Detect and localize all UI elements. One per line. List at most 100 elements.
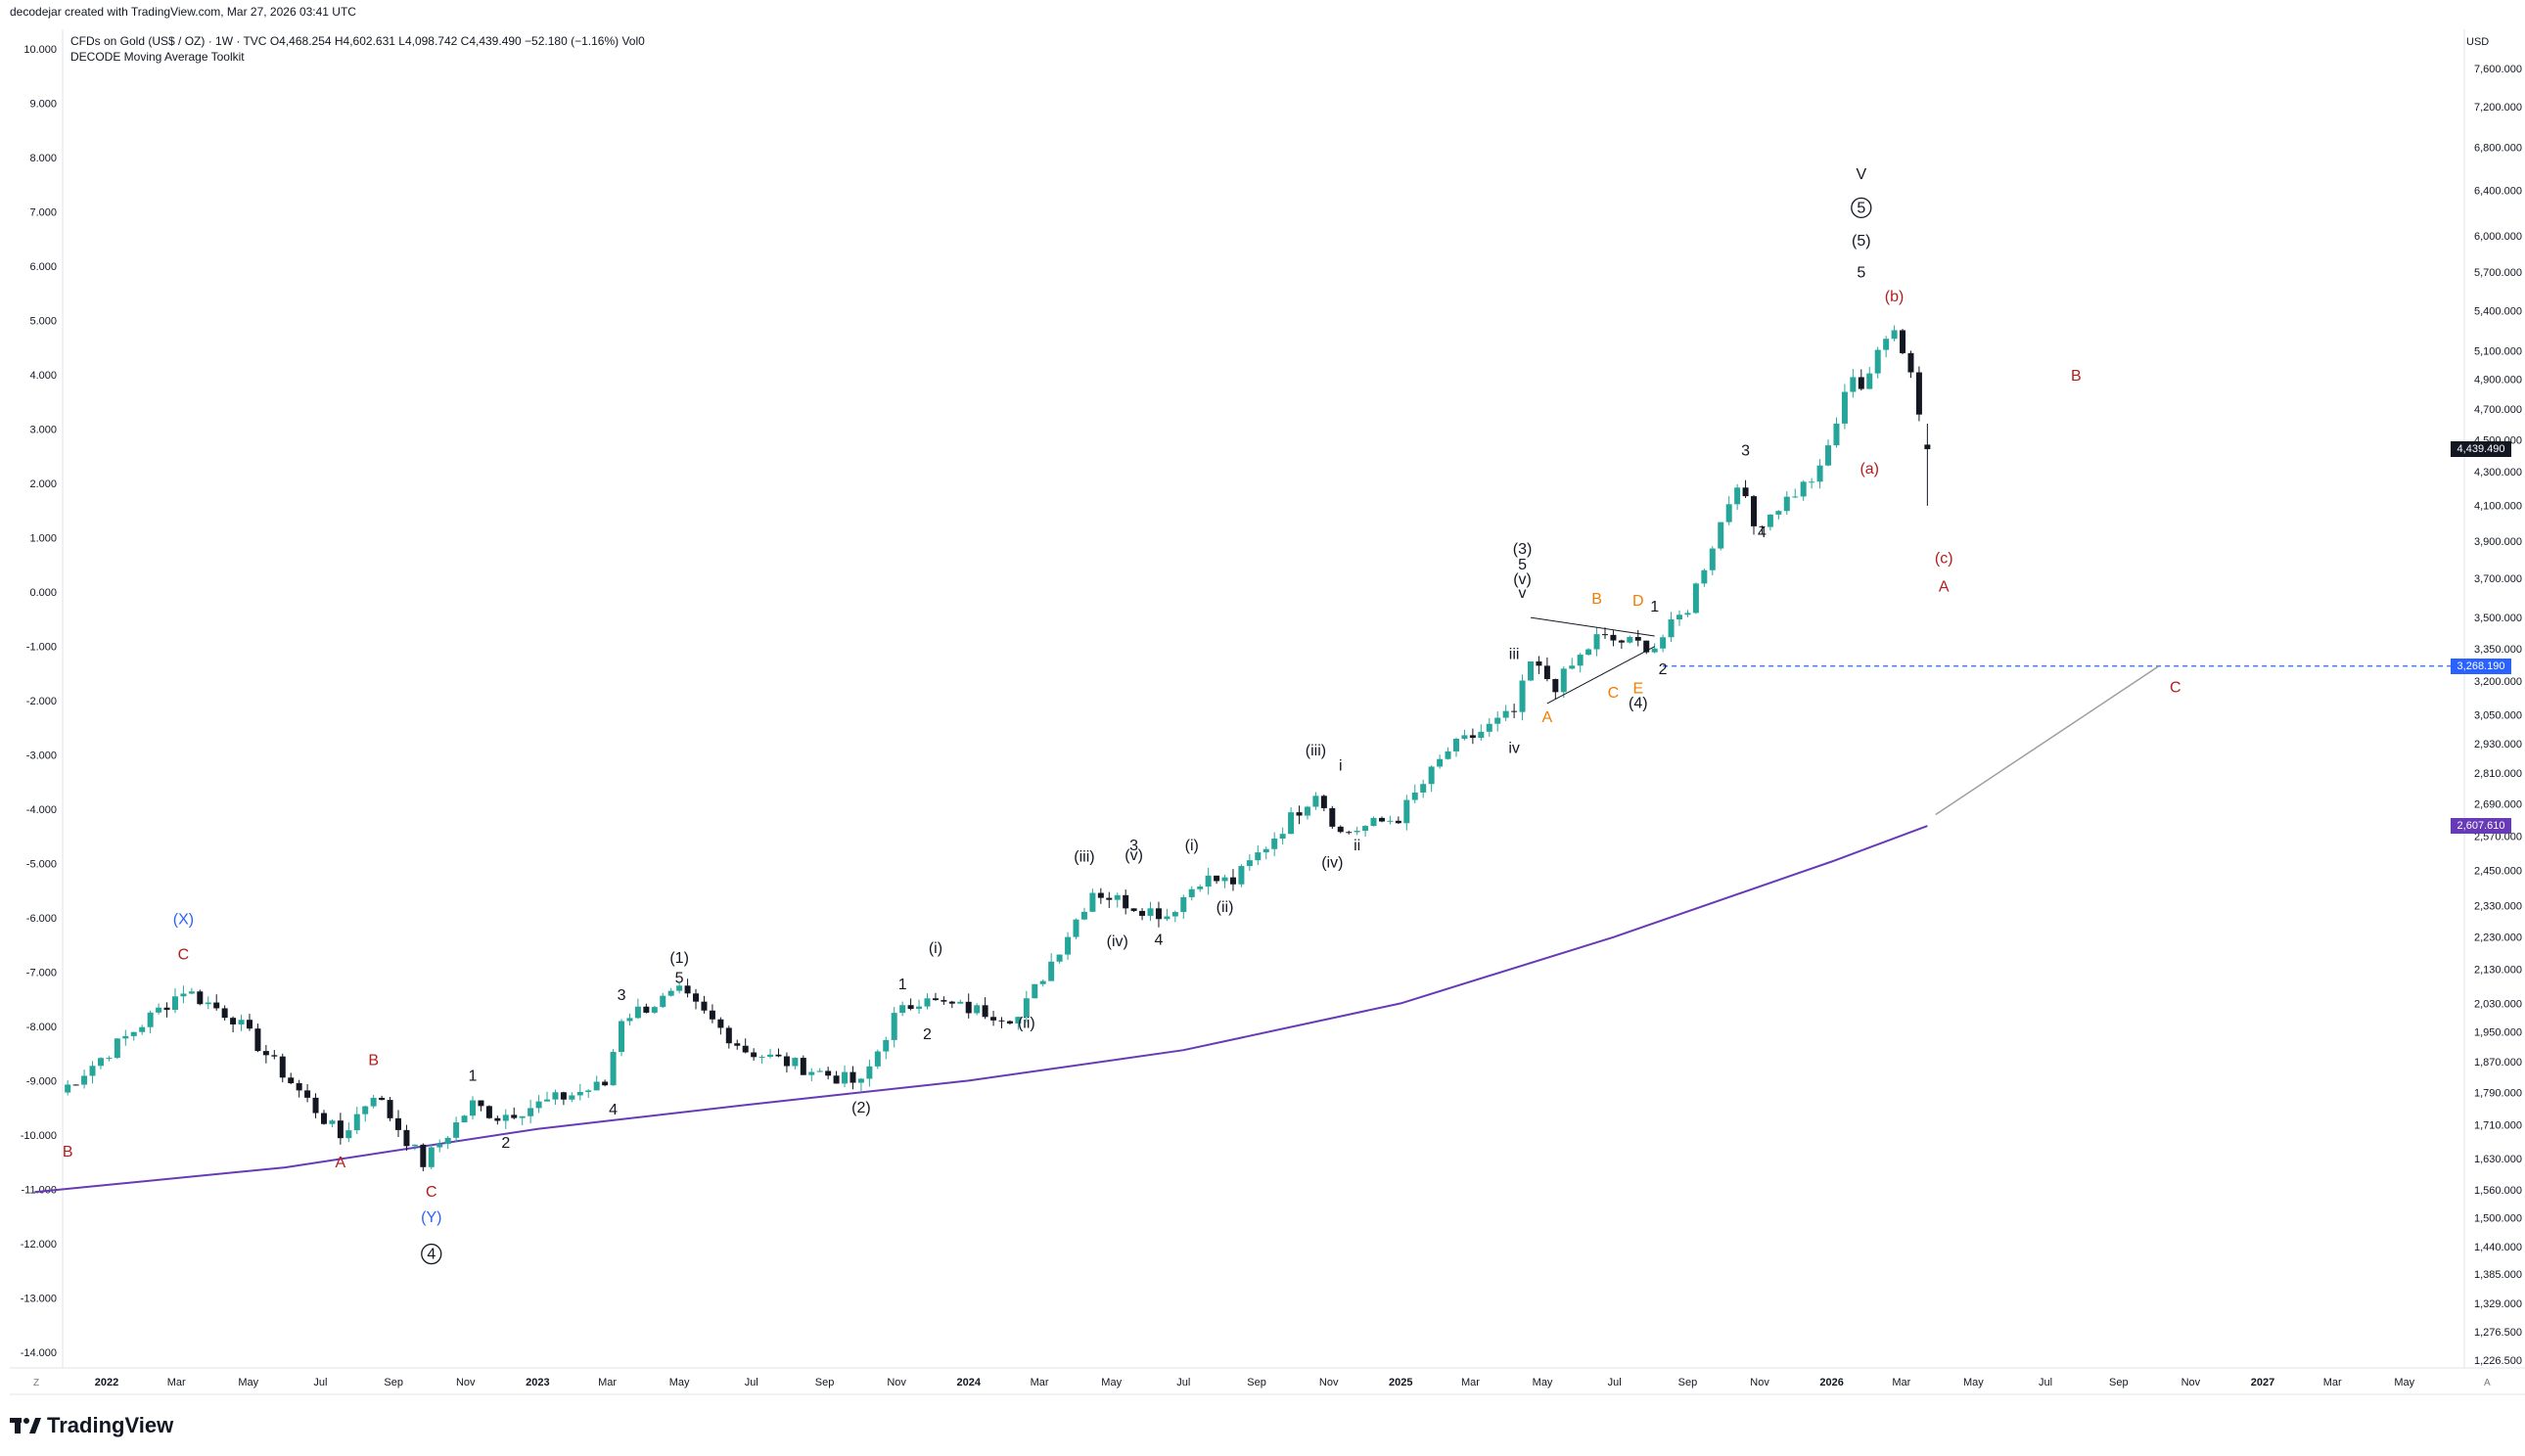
level-price-badge: 3,268.190: [2451, 658, 2511, 674]
price-tick-label: 6,400.000: [2474, 185, 2522, 197]
candle-body: [1907, 352, 1914, 373]
candle-body: [320, 1113, 327, 1124]
price-tick-label: 2,450.000: [2474, 865, 2522, 877]
wave-label: 4: [427, 1247, 436, 1263]
candle-body: [1783, 496, 1790, 512]
candle-body: [585, 1090, 592, 1092]
candle-body: [221, 1008, 228, 1019]
left-tick-label: -1.000: [26, 642, 57, 654]
candle-body: [1874, 349, 1881, 374]
left-corner-label[interactable]: Z: [33, 1378, 40, 1388]
candle-body: [1833, 423, 1840, 446]
time-tick-label: May: [2394, 1377, 2414, 1388]
candle-body: [139, 1026, 146, 1032]
candle-body: [651, 1007, 658, 1013]
price-tick-label: 1,500.000: [2474, 1212, 2522, 1224]
time-tick-label: Mar: [1892, 1377, 1910, 1388]
price-axis[interactable]: 7,600.000 7,200.000 6,800.000 6,400.000 6,00…: [2474, 64, 2522, 1367]
candle-body: [337, 1120, 344, 1139]
triangle-line[interactable]: [1530, 616, 1655, 637]
ma-price-badge-text: 2,607.610: [2456, 820, 2505, 833]
candle-body: [916, 1006, 923, 1010]
candle-body: [725, 1027, 732, 1044]
time-tick-label: Nov: [2181, 1377, 2201, 1388]
time-tick-label: May: [238, 1377, 258, 1388]
left-tick-label: -2.000: [26, 696, 57, 707]
candle-body: [1643, 640, 1650, 653]
candle-body: [1378, 817, 1385, 822]
candle-body: [1080, 911, 1087, 920]
triangle-line[interactable]: [1546, 646, 1655, 705]
tradingview-logo[interactable]: TradingView: [10, 1413, 173, 1438]
candle-body: [1048, 961, 1055, 981]
time-tick-label: Nov: [887, 1377, 906, 1388]
price-tick-label: 1,630.000: [2474, 1154, 2522, 1165]
candle-body: [535, 1101, 542, 1109]
candle-body: [1073, 919, 1079, 937]
time-tick-label: 2023: [526, 1377, 549, 1388]
candle-body: [1759, 525, 1766, 527]
candle-body: [932, 998, 939, 1001]
wave-label: 4: [1155, 933, 1164, 949]
instrument-name[interactable]: CFDs on Gold (US$ / OZ) · 1W · TVC: [70, 34, 267, 48]
time-tick-label: Jul: [1176, 1377, 1190, 1388]
time-tick-label: Jul: [313, 1377, 327, 1388]
candle-body: [1114, 894, 1121, 900]
candle-body: [1593, 634, 1600, 650]
candle-body: [1543, 665, 1550, 680]
candle-body: [1692, 583, 1699, 614]
candle-body: [1841, 391, 1848, 424]
candle-body: [1221, 877, 1228, 882]
candle-body: [974, 1005, 981, 1014]
wave-label: (iv): [1321, 854, 1343, 871]
left-tick-label: -14.000: [21, 1347, 57, 1359]
left-tick-label: -5.000: [26, 859, 57, 871]
candle-body: [1709, 548, 1716, 570]
wave-label: C: [2170, 679, 2181, 696]
projection-line[interactable]: [1935, 665, 2160, 816]
price-tick-label: 2,930.000: [2474, 739, 2522, 751]
candle-body: [883, 1039, 890, 1052]
wave-label: B: [368, 1053, 379, 1069]
candle-body: [1139, 910, 1146, 916]
wave-label: 4: [1758, 524, 1767, 541]
candle-body: [751, 1052, 758, 1058]
wave-label: C: [178, 946, 190, 963]
price-tick-label: 4,300.000: [2474, 467, 2522, 478]
candle-body: [1775, 511, 1782, 515]
candle-body: [1171, 912, 1178, 917]
time-tick-label: May: [1101, 1377, 1122, 1388]
price-tick-label: 3,900.000: [2474, 536, 2522, 548]
wave-label: (Y): [421, 1209, 441, 1226]
time-tick-label: 2027: [2251, 1377, 2274, 1388]
candle-body: [544, 1099, 551, 1102]
candle-body: [1725, 504, 1732, 523]
candle-body: [1238, 866, 1245, 885]
wave-label: (v): [1513, 571, 1532, 588]
candle-body: [1718, 522, 1724, 549]
price-tick-label: 1,950.000: [2474, 1026, 2522, 1038]
wave-label: (c): [1935, 550, 1953, 567]
price-tick-label: 5,700.000: [2474, 267, 2522, 279]
candle-body: [982, 1005, 988, 1018]
time-tick-label: Nov: [1750, 1377, 1769, 1388]
right-corner-label[interactable]: A: [2484, 1378, 2491, 1388]
candle-body: [353, 1114, 360, 1131]
indicator-name[interactable]: DECODE Moving Average Toolkit: [70, 50, 245, 64]
left-tick-label: -7.000: [26, 968, 57, 979]
candle-body: [849, 1071, 856, 1083]
candle-body: [345, 1130, 352, 1139]
drawings-group[interactable]: [1530, 616, 2160, 816]
wave-label: 3: [618, 987, 626, 1004]
candle-body: [411, 1144, 418, 1147]
left-tick-label: 10.000: [23, 44, 57, 56]
candle-body: [1246, 860, 1253, 867]
candle-body: [230, 1018, 237, 1024]
candle-body: [758, 1056, 765, 1058]
price-tick-label: 5,100.000: [2474, 346, 2522, 358]
candle-body: [262, 1051, 269, 1056]
time-tick-label: May: [1963, 1377, 1984, 1388]
time-axis[interactable]: 2022 Mar May Jul Sep Nov 2023 Mar May Jul Sep Nov 20…: [95, 1377, 2415, 1388]
last-price-badge: 4,439.490: [2451, 441, 2511, 458]
